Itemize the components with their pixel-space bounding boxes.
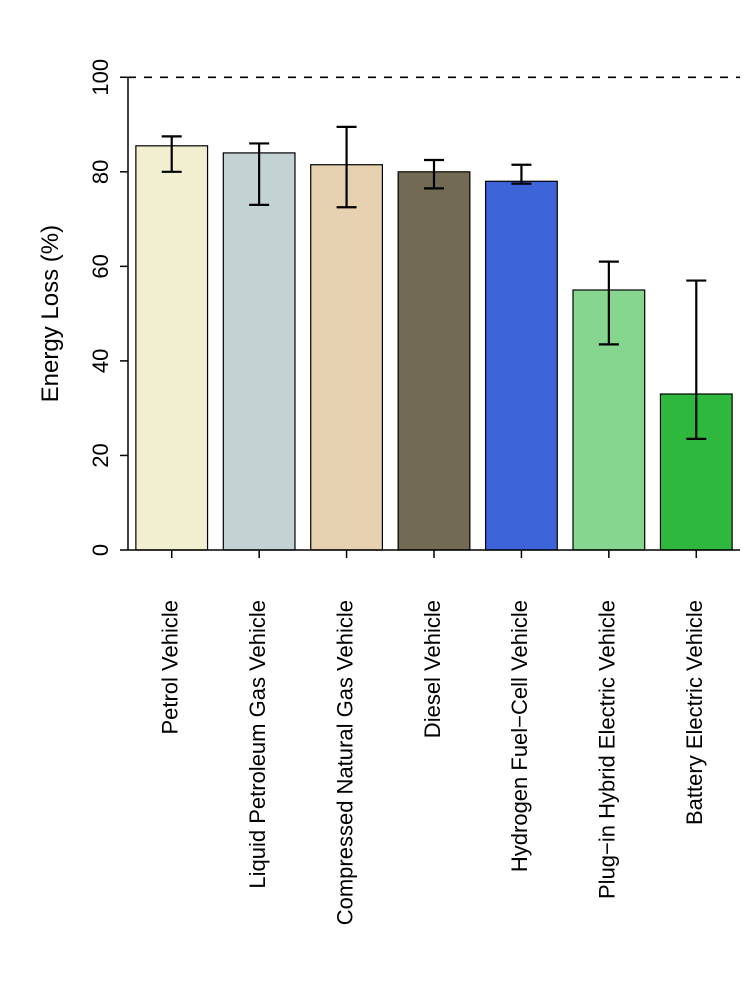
bar-chart: 0 20 40 60 80 100 Energy Loss (%) Petrol Vehicl… (0, 0, 754, 988)
x-category-label: Liquid Petroleum Gas Vehicle (245, 600, 270, 889)
x-category-label: Petrol Vehicle (158, 600, 183, 735)
bar (486, 181, 558, 550)
chart-container: 0 20 40 60 80 100 Energy Loss (%) Petrol Vehicl… (0, 0, 754, 988)
y-tick-label: 80 (88, 160, 113, 184)
x-category-label: Hydrogen Fuel−Cell Vehicle (507, 600, 532, 872)
bar (223, 153, 295, 550)
bar (136, 146, 208, 550)
y-axis-label: Energy Loss (%) (37, 225, 64, 402)
bar (311, 165, 383, 550)
y-tick-label: 40 (88, 349, 113, 373)
x-category-label: Plug−in Hybrid Electric Vehicle (595, 600, 620, 899)
y-tick-label: 100 (88, 59, 113, 96)
x-category-label: Diesel Vehicle (420, 600, 445, 738)
y-tick-label: 60 (88, 254, 113, 278)
y-tick-label: 0 (88, 544, 113, 556)
x-category-label: Compressed Natural Gas Vehicle (332, 600, 357, 925)
x-category-label: Battery Electric Vehicle (682, 600, 707, 825)
bar (398, 172, 470, 550)
y-tick-label: 20 (88, 443, 113, 467)
